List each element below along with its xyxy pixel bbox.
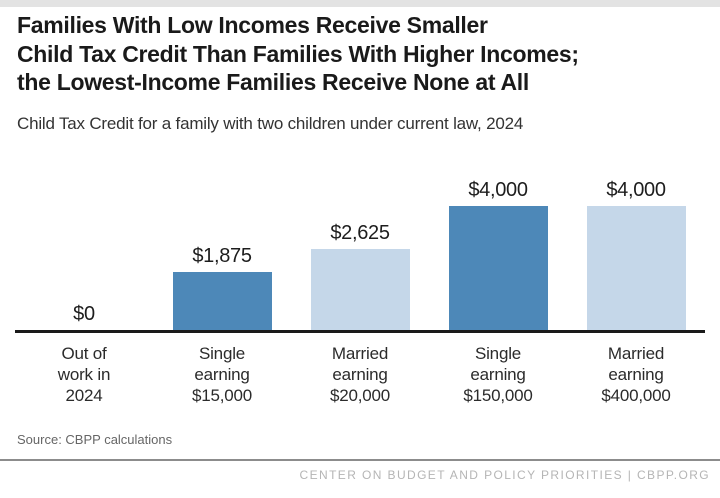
x-axis-line bbox=[15, 330, 705, 333]
top-strip bbox=[0, 0, 720, 7]
bar bbox=[448, 206, 548, 330]
chart-title-line-1: Families With Low Incomes Receive Smalle… bbox=[17, 12, 488, 38]
bar-chart: $0 Out of work in 2024 $1,875 Single earnin… bbox=[15, 170, 705, 416]
chart-title-line-2: Child Tax Credit Than Families With High… bbox=[17, 40, 579, 67]
x-axis-label: Married earning $20,000 bbox=[329, 344, 391, 405]
chart-subtitle: Child Tax Credit for a family with two c… bbox=[17, 114, 524, 133]
bar bbox=[310, 249, 410, 330]
source-note: Source: CBPP calculations bbox=[17, 432, 173, 447]
footer-divider bbox=[0, 459, 720, 461]
chart-title-line-3: the Lowest-Income Families Receive None … bbox=[17, 69, 529, 95]
bar-value-label: $2,625 bbox=[330, 222, 390, 244]
x-axis-label: Married earning $400,000 bbox=[601, 344, 671, 405]
bar-value-label: $0 bbox=[73, 303, 95, 325]
chart-title: Families With Low Incomes Receive Smalle… bbox=[17, 11, 709, 97]
footer-org-line: CENTER ON BUDGET AND POLICY PRIORITIES |… bbox=[299, 468, 710, 482]
x-axis-label: Single earning $150,000 bbox=[463, 344, 533, 405]
x-axis-label: Single earning $15,000 bbox=[191, 344, 253, 405]
bar-value-label: $1,875 bbox=[192, 245, 252, 267]
bar-value-label: $4,000 bbox=[606, 179, 666, 201]
x-axis-label: Out of work in 2024 bbox=[57, 344, 111, 405]
bar bbox=[586, 206, 686, 330]
bar bbox=[172, 272, 272, 330]
bar-value-label: $4,000 bbox=[468, 179, 528, 201]
